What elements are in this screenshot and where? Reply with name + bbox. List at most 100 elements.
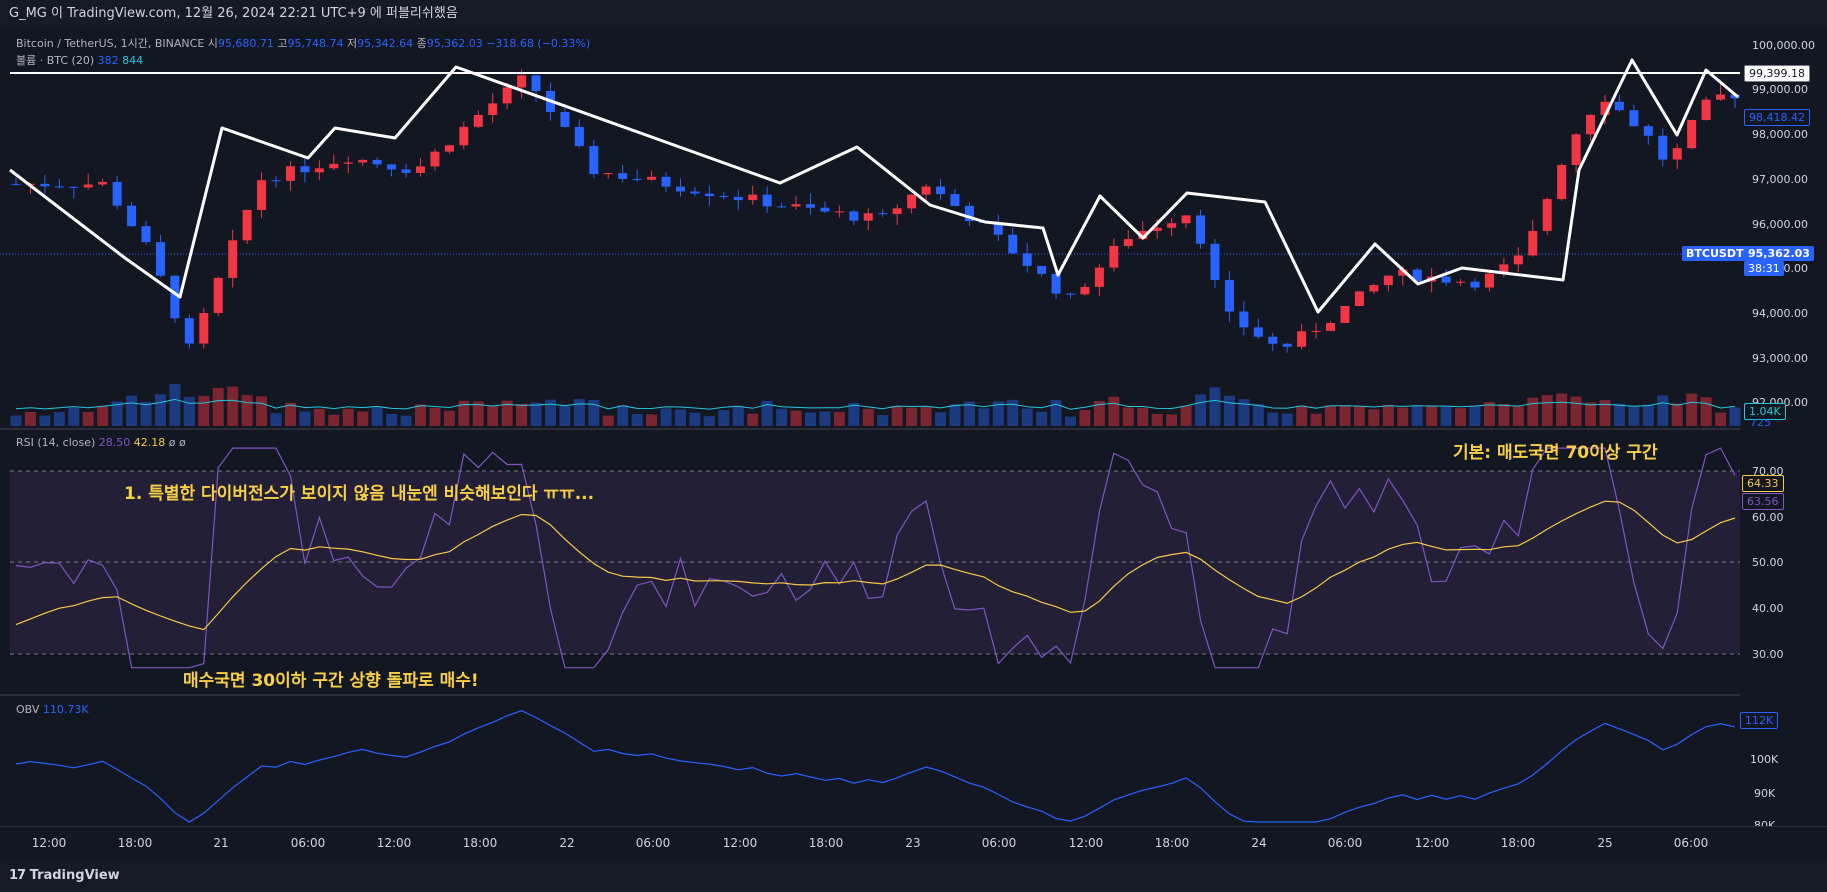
volume-bar [1122,407,1134,426]
annotation-buy-zone[interactable]: 매수국면 30이하 구간 상향 돌파로 매수! [183,671,479,691]
candle-body [1282,343,1292,347]
candle-body [1499,264,1509,274]
rsi-title[interactable]: RSI (14, close) [16,436,96,449]
candle-body [1586,114,1596,135]
brand-name: TradingView [29,868,120,883]
volume-bar [429,407,441,426]
symbol-title[interactable]: Bitcoin / TetherUS, 1시간, BINANCE [16,37,205,50]
obv-tick: 80K [1754,819,1776,826]
volume-bar [241,395,253,426]
volume-bar [39,415,51,426]
rsi-tick: 30.00 [1752,648,1784,661]
annotation-divergence[interactable]: 1. 특별한 다이버전스가 보이지 않음 내눈엔 비슷해보인다 ㅠㅠ... [124,484,595,504]
candle-body [1716,94,1726,100]
volume-bar [631,414,643,426]
volume-bar [747,413,759,426]
volume-bar [877,415,889,426]
main-pane[interactable] [0,58,1741,426]
candle-body [83,184,93,188]
candle-body [372,159,382,165]
candle-body [1557,164,1567,200]
candle-body [1094,267,1104,287]
volume-bar [819,411,831,426]
volume-bar [458,400,470,426]
volume-bar [414,404,426,426]
candle-body [574,126,584,147]
candle-body [1383,275,1393,286]
candle-body [444,145,454,152]
volume-bar [371,407,383,426]
candle-body [1311,330,1321,332]
volume-title[interactable]: 볼륨 · BTC (20) [16,54,95,67]
trend-zigzag-drawing[interactable] [9,58,1739,314]
volume-bar [1325,405,1337,426]
marker-price-tag[interactable]: 98,418.42 [1744,109,1810,126]
volume-bar [1527,397,1539,426]
main-legend[interactable]: Bitcoin / TetherUS, 1시간, BINANCE 시95,680… [16,35,590,51]
candle-body [1643,126,1653,136]
obv-legend[interactable]: OBV 110.73K [16,703,89,716]
obv-value: 110.73K [42,703,89,716]
obv-title[interactable]: OBV [16,703,40,716]
volume-legend[interactable]: 볼륨 · BTC (20) 382 844 [16,52,143,68]
rsi-legend[interactable]: RSI (14, close) 28.50 42.18 ø ø [16,436,186,449]
time-tick: 18:00 [808,836,844,850]
volume-bar [920,407,932,426]
volume-bar [1556,393,1568,426]
volume-bar [978,408,990,426]
price-tick: 100,000.00 [1752,39,1815,52]
candle-body [560,111,570,127]
time-tick: 06:00 [1327,836,1363,850]
candle-body [733,196,743,201]
volume-bar [1223,395,1235,426]
volume-bar [443,410,455,426]
annotation-sell-zone[interactable]: 기본: 매도국면 70이상 구간 [1453,443,1658,463]
candle-body [1239,311,1249,328]
volume-bar [689,412,701,426]
rsi-ma-value: 42.18 [133,436,166,449]
rsi-pane[interactable] [10,447,1740,669]
rsi-extra-1: ø [168,436,176,449]
candle-body [762,194,772,207]
candle-body [1614,101,1624,111]
candle-body [907,194,917,209]
volume-bar [342,408,354,426]
volume-bar [487,406,499,426]
pane-separator[interactable] [0,694,1740,696]
candle-body [1037,265,1047,274]
volume-bar [1339,405,1351,426]
volume-bar [1238,399,1250,426]
open-value: 95,680.71 [217,37,274,50]
volume-bar [790,410,802,426]
candle-body [1080,286,1090,295]
volume-bar [501,400,513,426]
pane-separator[interactable] [0,428,1740,430]
candle-body [1441,276,1451,283]
volume-bar [313,408,325,426]
candle-body [184,318,194,344]
price-tick: 96,000.00 [1752,218,1808,231]
rsi-ma-line [15,500,1736,631]
time-tick: 06:00 [635,836,671,850]
volume-bar [530,402,542,426]
volume-bar [24,411,36,426]
rsi-tag: 63.56 [1742,493,1784,510]
volume-bar [761,400,773,426]
symbol-tag: BTCUSDT [1682,246,1748,261]
obv-pane[interactable] [15,710,1736,823]
volume-bar [674,409,686,426]
candle-body [748,194,758,201]
volume-bar [1267,412,1279,426]
volume-bar [1252,404,1264,426]
candle-body [1470,281,1480,288]
candle-body [1513,255,1523,265]
resistance-price-tag[interactable]: 99,399.18 [1744,65,1810,82]
volume-bar [1715,412,1727,426]
obv-tick: 90K [1754,787,1776,800]
tradingview-logo[interactable]: 17 TradingView [9,868,120,883]
volume-bar [1729,407,1741,426]
volume-tag-secondary: 725 [1750,419,1771,429]
candle-body [329,163,339,169]
time-axis-border [0,826,1827,827]
time-tick: 06:00 [290,836,326,850]
